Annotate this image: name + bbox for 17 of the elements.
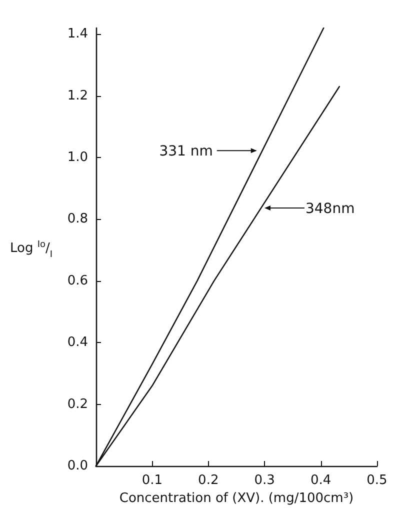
text: 1.0 bbox=[67, 150, 88, 166]
y-tick-label: 0.8 bbox=[67, 212, 88, 227]
y-tick-label: 1.4 bbox=[67, 26, 88, 42]
x-tick-label: 0.1 bbox=[142, 473, 163, 488]
x-tick-label: 0.3 bbox=[254, 473, 275, 488]
x-axis-title: Concentration of (XV). (mg/100cm³) bbox=[119, 491, 354, 506]
y-tick-label: 1.2 bbox=[67, 88, 88, 104]
y-tick-label: 0.2 bbox=[67, 396, 88, 412]
y-tick-label: 0.4 bbox=[67, 335, 88, 350]
x-tick-label: 0.2 bbox=[198, 473, 219, 488]
y-tick-label: 0.6 bbox=[67, 273, 88, 288]
y-axis-title: Log $^{Io}$/$_{I}$ bbox=[10, 240, 53, 260]
annotation: 331 nm bbox=[159, 144, 213, 160]
x-tick-label: 0.5 bbox=[366, 473, 388, 488]
annotation: 348nm bbox=[305, 201, 355, 218]
x-tick-label: 0.4 bbox=[310, 473, 332, 488]
text: 0.0 bbox=[67, 458, 88, 474]
